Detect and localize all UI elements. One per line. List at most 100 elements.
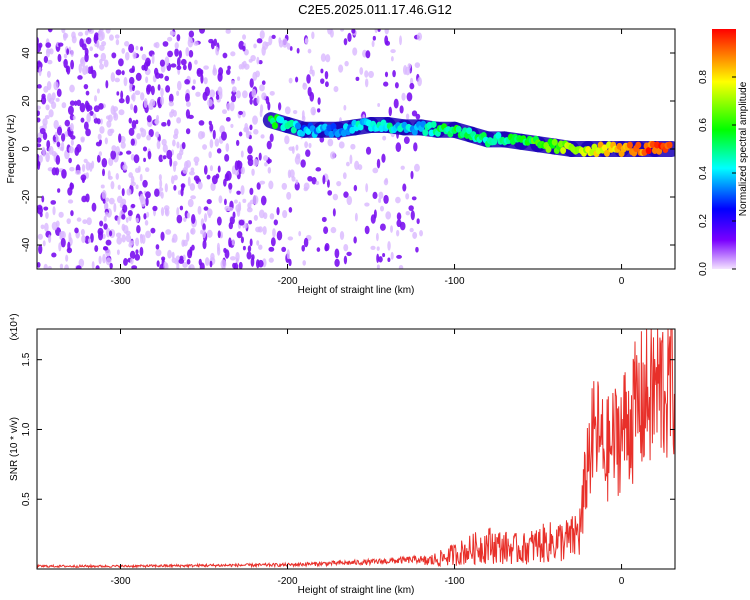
noise-speckle: [410, 170, 414, 180]
colorbar-tick-label: 0.6: [698, 118, 709, 132]
noise-speckle: [168, 93, 174, 103]
noise-speckle: [141, 64, 146, 71]
noise-speckle: [199, 29, 206, 34]
colorbar-tick-label: 0.0: [698, 262, 709, 276]
noise-speckle: [324, 70, 329, 80]
noise-speckle: [76, 99, 82, 107]
noise-speckle: [230, 94, 237, 103]
noise-speckle: [70, 59, 74, 70]
noise-speckle: [173, 174, 178, 181]
noise-speckle: [240, 166, 245, 175]
noise-speckle: [164, 183, 168, 193]
noise-speckle: [176, 57, 181, 67]
noise-speckle: [382, 253, 386, 258]
noise-speckle: [57, 188, 61, 193]
spectrogram-x-tick-label: -300: [111, 276, 131, 287]
noise-speckle: [294, 155, 301, 165]
noise-speckle: [242, 34, 247, 40]
noise-speckle: [68, 232, 72, 242]
noise-speckle: [46, 70, 51, 78]
noise-speckle: [385, 211, 392, 220]
noise-speckle: [118, 98, 125, 104]
noise-speckle: [377, 29, 381, 32]
noise-speckle: [80, 58, 84, 65]
noise-speckle: [246, 207, 253, 213]
noise-speckle: [122, 164, 128, 171]
noise-speckle: [229, 256, 236, 261]
noise-speckle: [145, 197, 149, 207]
noise-speckle: [101, 157, 108, 168]
noise-speckle: [181, 141, 186, 150]
noise-speckle: [269, 133, 274, 143]
noise-speckle: [236, 231, 243, 239]
noise-speckle: [172, 139, 176, 147]
noise-speckle: [339, 230, 345, 241]
noise-speckle: [301, 244, 306, 252]
noise-speckle: [242, 90, 248, 99]
noise-speckle: [225, 142, 230, 152]
noise-speckle: [166, 119, 171, 127]
noise-speckle: [228, 221, 234, 230]
noise-speckle: [286, 191, 292, 200]
colorbar-tick-label: 0.4: [698, 166, 709, 180]
noise-speckle: [268, 246, 275, 252]
noise-speckle: [302, 260, 307, 266]
noise-speckle: [59, 146, 64, 151]
noise-speckle: [206, 229, 213, 238]
noise-speckle: [76, 217, 82, 222]
noise-speckle: [106, 120, 112, 128]
noise-speckle: [355, 76, 360, 81]
noise-speckle: [146, 134, 152, 141]
noise-speckle: [98, 103, 104, 110]
snr-x-tick-label: -100: [445, 576, 465, 587]
noise-speckle: [139, 233, 143, 244]
noise-speckle: [85, 37, 92, 45]
colorbar-scale: [712, 29, 736, 269]
noise-speckle: [164, 75, 170, 82]
noise-speckle: [368, 70, 374, 78]
noise-speckle: [405, 113, 410, 120]
noise-speckle: [332, 208, 336, 217]
noise-speckle: [81, 164, 86, 173]
noise-speckle: [169, 30, 174, 36]
noise-speckle: [178, 50, 182, 59]
noise-speckle: [399, 35, 402, 46]
noise-speckle: [131, 94, 135, 101]
noise-speckle: [160, 206, 165, 217]
noise-speckle: [69, 123, 74, 132]
noise-speckle: [146, 211, 150, 218]
noise-speckle: [51, 252, 57, 258]
noise-speckle: [256, 95, 260, 105]
noise-speckle: [47, 93, 52, 103]
noise-speckle: [349, 154, 353, 165]
noise-speckle: [160, 87, 164, 97]
noise-speckle: [226, 69, 231, 75]
noise-speckle: [288, 206, 293, 213]
noise-speckle: [323, 226, 329, 235]
noise-speckle: [80, 117, 85, 123]
noise-speckle: [187, 61, 192, 71]
noise-speckle: [415, 113, 421, 120]
noise-speckle: [50, 200, 57, 205]
noise-speckle: [376, 246, 380, 251]
noise-speckle: [116, 249, 120, 256]
noise-speckle: [103, 215, 107, 222]
noise-speckle: [66, 218, 71, 225]
noise-speckle: [218, 195, 223, 204]
noise-speckle: [135, 184, 139, 190]
noise-speckle: [231, 86, 237, 93]
noise-speckle: [247, 245, 252, 253]
noise-speckle: [268, 257, 274, 263]
noise-speckle: [74, 100, 78, 106]
noise-speckle: [99, 58, 103, 65]
noise-speckle: [195, 91, 201, 97]
noise-speckle: [284, 106, 291, 115]
noise-speckle: [252, 195, 259, 205]
noise-speckle: [238, 201, 242, 211]
noise-speckle: [154, 67, 159, 76]
noise-speckle: [364, 78, 369, 88]
noise-speckle: [86, 112, 91, 123]
noise-speckle: [343, 243, 349, 252]
noise-speckle: [91, 261, 95, 269]
